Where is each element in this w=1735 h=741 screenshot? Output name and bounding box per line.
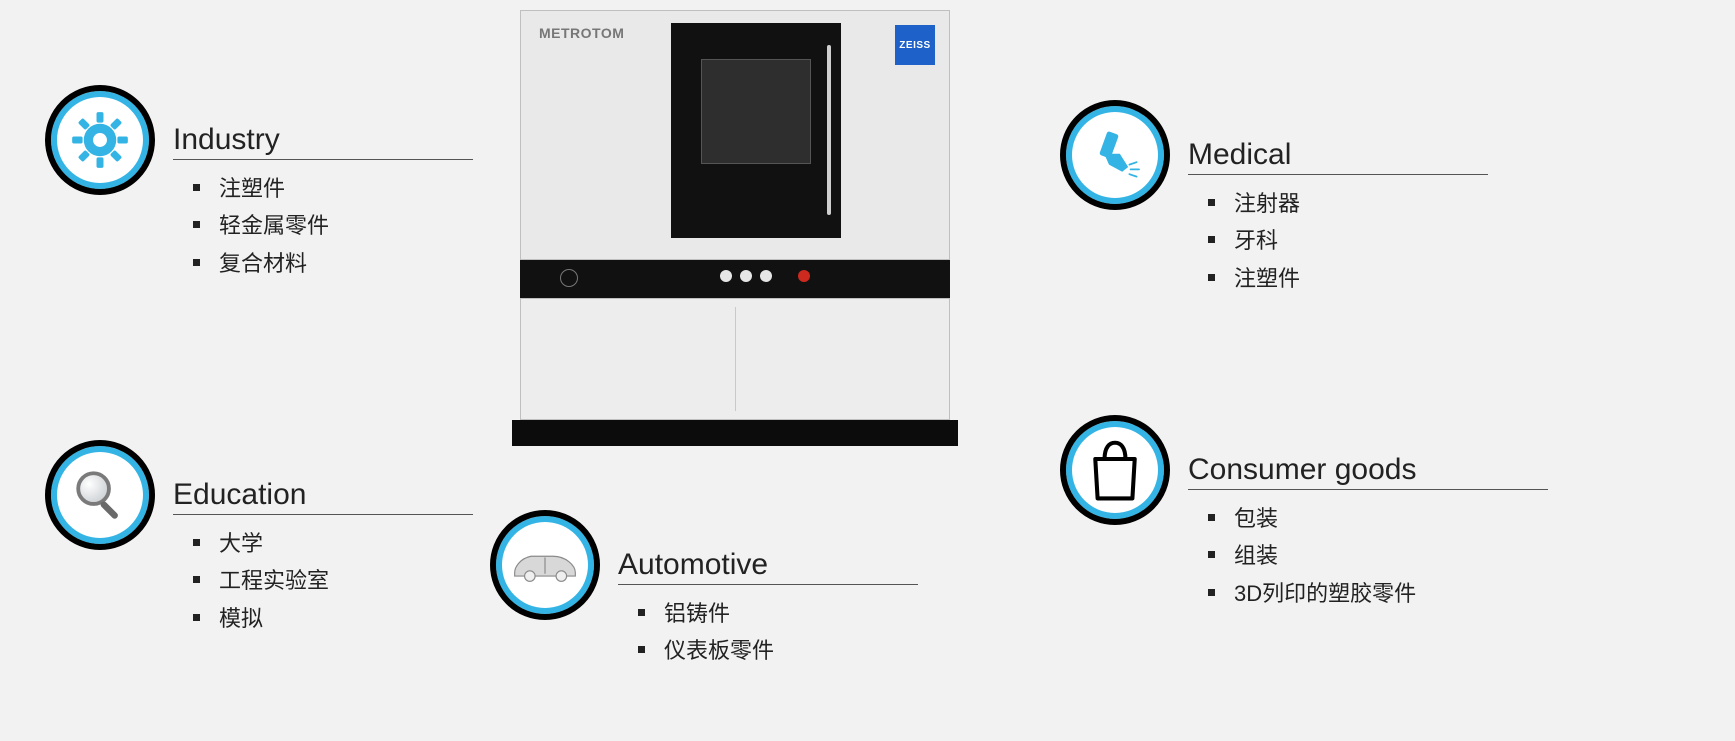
bag-icon <box>1060 415 1170 525</box>
list-item: 模拟 <box>193 600 473 637</box>
section-title: Consumer goods <box>1188 453 1548 490</box>
list-item: 铝铸件 <box>638 595 918 632</box>
led-red-icon <box>798 270 810 282</box>
inhaler-icon <box>1060 100 1170 210</box>
machine-base <box>512 420 958 446</box>
brand-logo: ZEISS <box>895 25 935 65</box>
section-items: 包装 组装 3D列印的塑胶零件 <box>1188 500 1548 612</box>
machine-handle <box>827 45 831 215</box>
section-automotive: Automotive 铝铸件 仪表板零件 <box>490 510 918 670</box>
list-item: 工程实验室 <box>193 562 473 599</box>
section-title: Medical <box>1188 138 1488 175</box>
section-items: 铝铸件 仪表板零件 <box>618 595 918 670</box>
section-industry: Industry 注塑件 轻金属零件 复合材料 <box>45 85 473 282</box>
led-icon <box>760 270 772 282</box>
car-icon <box>490 510 600 620</box>
list-item: 3D列印的塑胶零件 <box>1208 575 1548 612</box>
machine-label: METROTOM <box>539 25 624 41</box>
magnifier-icon <box>45 440 155 550</box>
machine-window <box>701 59 811 164</box>
list-item: 牙科 <box>1208 222 1488 259</box>
section-medical: Medical 注射器 牙科 注塑件 <box>1060 100 1488 297</box>
section-items: 注射器 牙科 注塑件 <box>1188 185 1488 297</box>
section-title: Industry <box>173 123 473 160</box>
machine-control-strip <box>520 260 950 298</box>
list-item: 大学 <box>193 525 473 562</box>
list-item: 轻金属零件 <box>193 207 473 244</box>
machine-body: METROTOM ZEISS <box>520 10 950 260</box>
list-item: 注塑件 <box>193 170 473 207</box>
machine-door <box>671 23 841 238</box>
machine-badge-icon <box>560 269 578 287</box>
list-item: 复合材料 <box>193 245 473 282</box>
list-item: 包装 <box>1208 500 1548 537</box>
gear-icon <box>45 85 155 195</box>
section-consumer: Consumer goods 包装 组装 3D列印的塑胶零件 <box>1060 415 1548 612</box>
section-items: 大学 工程实验室 模拟 <box>173 525 473 637</box>
section-title: Education <box>173 478 473 515</box>
led-icon <box>720 270 732 282</box>
section-items: 注塑件 轻金属零件 复合材料 <box>173 170 473 282</box>
list-item: 仪表板零件 <box>638 632 918 669</box>
section-education: Education 大学 工程实验室 模拟 <box>45 440 473 637</box>
machine-image: METROTOM ZEISS <box>520 10 950 450</box>
machine-leds <box>720 270 810 282</box>
list-item: 组装 <box>1208 537 1548 574</box>
machine-cabinet <box>520 298 950 420</box>
list-item: 注射器 <box>1208 185 1488 222</box>
led-icon <box>740 270 752 282</box>
list-item: 注塑件 <box>1208 260 1488 297</box>
section-title: Automotive <box>618 548 918 585</box>
